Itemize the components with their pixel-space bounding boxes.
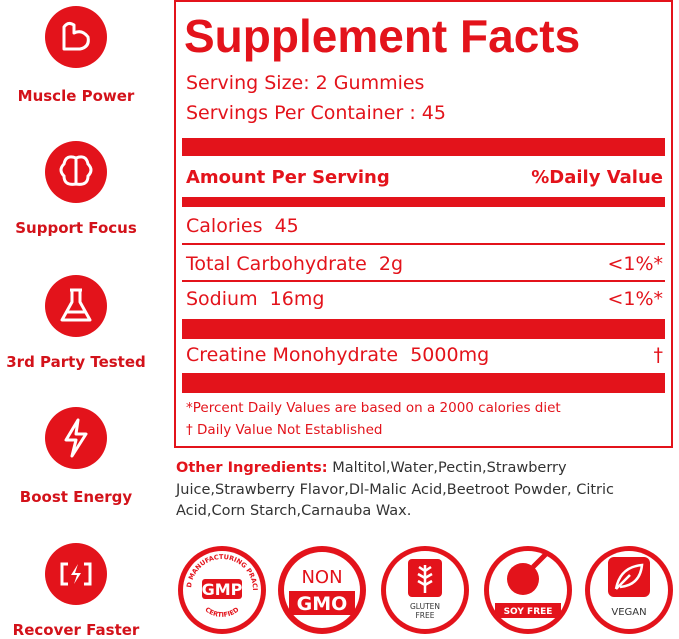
facts-panel: Supplement Facts Serving Size: 2 Gummies… bbox=[174, 0, 673, 448]
daily-value-header: %Daily Value bbox=[531, 167, 663, 188]
nutrient-amount: 5000mg bbox=[410, 344, 490, 366]
soy-free-badge: SOY FREE bbox=[484, 546, 572, 634]
feature-label: 3rd Party Tested bbox=[6, 353, 146, 371]
nutrient-amount: 45 bbox=[274, 215, 299, 237]
nutrient-name: Total Carbohydrate bbox=[186, 253, 367, 275]
nutrient-name: Sodium bbox=[186, 288, 258, 310]
nutrient-dv: <1%* bbox=[607, 253, 663, 275]
nutrient-amount: 2g bbox=[378, 253, 404, 275]
battery-icon bbox=[45, 543, 107, 605]
table-header: Amount Per Serving %Daily Value bbox=[186, 167, 663, 188]
feature-label: Recover Faster bbox=[12, 621, 140, 639]
nutrient-amount: 16mg bbox=[269, 288, 325, 310]
brain-icon bbox=[45, 141, 107, 203]
fact-row: Total Carbohydrate 2g <1%* bbox=[186, 253, 663, 275]
badge-top: NON bbox=[301, 567, 342, 588]
badge-line1: GLUTEN bbox=[410, 602, 440, 611]
vegan-badge: VEGAN bbox=[585, 546, 673, 634]
footnote: *Percent Daily Values are based on a 200… bbox=[186, 400, 561, 416]
badge-label: SOY FREE bbox=[504, 607, 553, 617]
gluten-free-badge: GLUTEN FREE bbox=[381, 546, 469, 634]
muscle-icon bbox=[45, 6, 107, 68]
nutrient-name: Calories bbox=[186, 215, 263, 237]
fact-row: Sodium 16mg <1%* bbox=[186, 288, 663, 310]
feature-label: Support Focus bbox=[15, 219, 137, 237]
divider-bar bbox=[182, 319, 665, 339]
non-gmo-badge: NON GMO bbox=[278, 546, 366, 634]
badge-line2: FREE bbox=[415, 611, 434, 620]
badge-main: GMO bbox=[297, 593, 348, 615]
nutrient-name: Creatine Monohydrate bbox=[186, 344, 399, 366]
feature-label: Boost Energy bbox=[19, 488, 133, 506]
bolt-icon bbox=[45, 407, 107, 469]
facts-title: Supplement Facts bbox=[184, 10, 581, 62]
nutrient-dv: <1%* bbox=[607, 288, 663, 310]
divider-bar bbox=[182, 138, 665, 156]
divider-bar bbox=[182, 197, 665, 207]
serving-size: Serving Size: 2 Gummies bbox=[186, 72, 425, 94]
fact-row: Calories 45 bbox=[186, 215, 663, 237]
fact-row: Creatine Monohydrate 5000mg † bbox=[186, 344, 663, 366]
amount-header: Amount Per Serving bbox=[186, 167, 390, 188]
servings-per-container: Servings Per Container : 45 bbox=[186, 102, 446, 124]
feature-label: Muscle Power bbox=[17, 87, 135, 105]
flask-icon bbox=[45, 275, 107, 337]
badge-main: GMP bbox=[202, 580, 243, 599]
footnote: † Daily Value Not Established bbox=[186, 422, 383, 438]
divider-line bbox=[182, 280, 665, 282]
ingredients: Other Ingredients: Maltitol,Water,Pectin… bbox=[176, 458, 651, 523]
nutrient-dv: † bbox=[653, 344, 664, 366]
divider-bar bbox=[182, 373, 665, 393]
divider-line bbox=[182, 243, 665, 245]
badge-label: VEGAN bbox=[611, 607, 646, 618]
ingredients-label: Other Ingredients: bbox=[176, 460, 328, 476]
gmp-badge: GOOD MANUFACTURING PRACITCE GMP CERTIFIE… bbox=[177, 545, 266, 634]
ingredients-text: Maltitol,Water,Pectin,Strawberry Juice,S… bbox=[176, 460, 615, 519]
